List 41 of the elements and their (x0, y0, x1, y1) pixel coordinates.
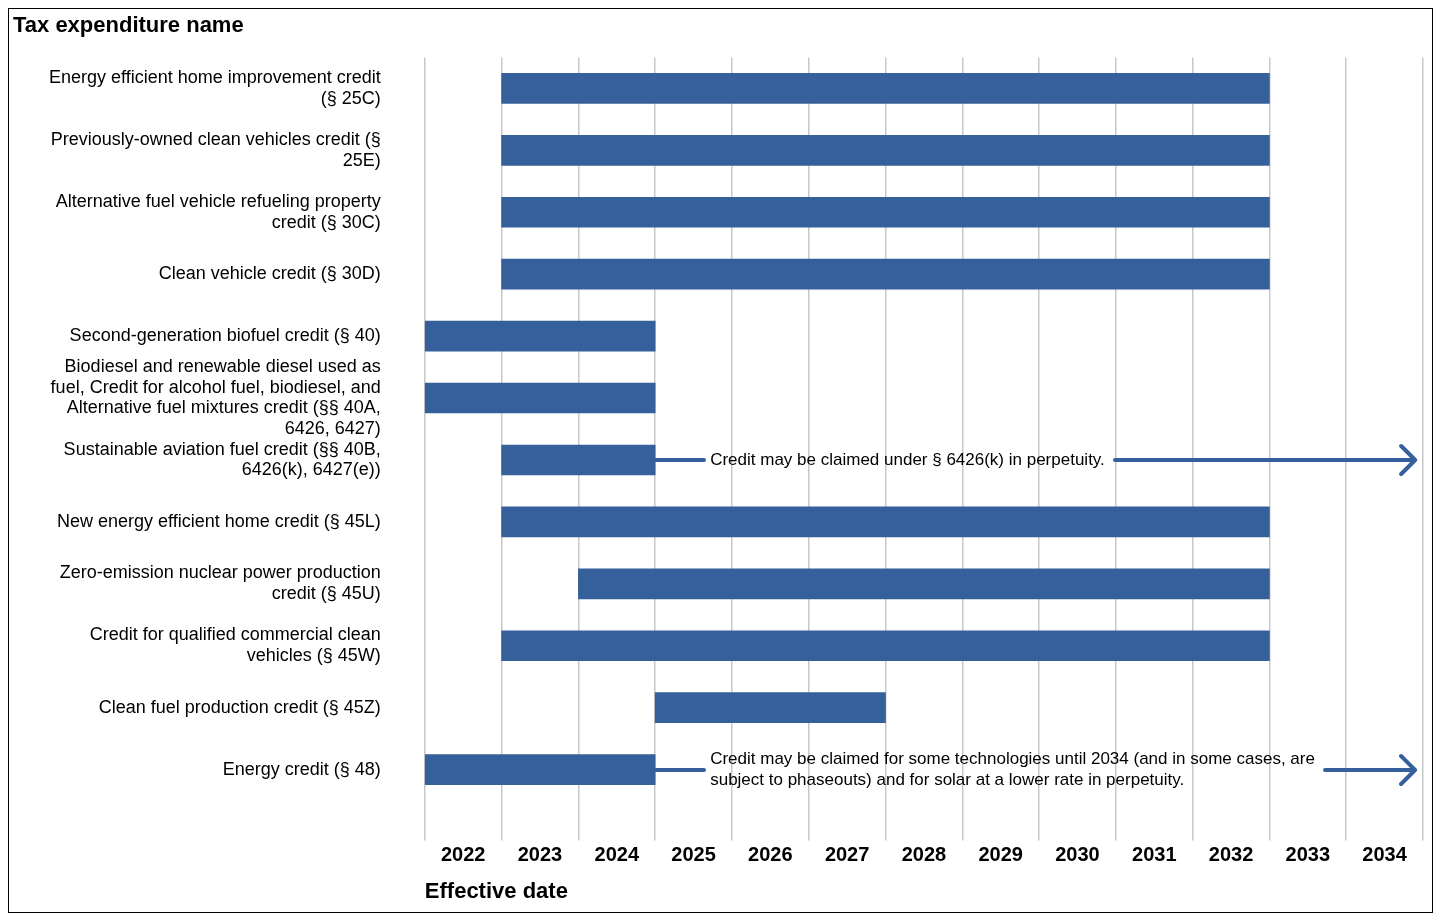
y-tick-label: Zero-emission nuclear power production credit (§ 45U) (59, 562, 381, 604)
x-tick-label: 2030 (1055, 843, 1100, 866)
x-tick-label: 2033 (1285, 843, 1331, 866)
bar (501, 73, 1270, 104)
bar (424, 382, 656, 414)
x-axis-title: Effective date (424, 877, 568, 903)
x-tick-label: 2026 (748, 843, 793, 866)
bar (578, 568, 1270, 600)
annotation: Credit may be claimed under § 6426(k) in perpetuity. (710, 449, 1105, 469)
bar (424, 754, 656, 785)
y-tick-label: New energy efficient home credit (§ 45L) (56, 510, 381, 531)
y-tick-label: Sustainable aviation fuel credit (§§ 40B, 6426(k), 6427(e)) (63, 438, 381, 480)
y-tick-label: Credit for qualified commercial clean vehicles (§ 45W) (89, 624, 381, 666)
y-tick-label: Clean fuel production credit (§ 45Z) (98, 696, 381, 717)
x-tick-label: 2023 (517, 843, 563, 866)
y-tick-label: Energy efficient home improvement credit (§ 25C) (48, 66, 381, 108)
y-tick-label: Second-generation biofuel credit (§ 40) (69, 325, 381, 346)
annotation: Credit may be claimed for some technologies until 2034 (and in some cases, are subject to phaseouts) and for solar at a lower rate in perpetuity. (710, 748, 1315, 789)
y-tick-label: Biodiesel and renewable diesel used as fuel, Credit for alcohol fuel, biodiesel, and Alternative fuel mixtures credit (§§ 40A, 6426, 6427) (50, 355, 381, 439)
x-tick-label: 2032 (1208, 843, 1254, 866)
y-tick-label: Clean vehicle credit (§ 30D) (158, 263, 381, 284)
x-tick-label: 2027 (824, 843, 870, 866)
x-tick-label: 2022 (440, 843, 486, 866)
x-tick-label: 2029 (978, 843, 1023, 866)
x-tick-label: 2024 (594, 843, 640, 866)
bar (501, 134, 1270, 166)
y-tick-label: Previously-owned clean vehicles credit (§ 25E) (50, 128, 381, 170)
bar (501, 506, 1270, 538)
x-tick-label: 2025 (671, 843, 716, 866)
x-tick-label: 2031 (1132, 843, 1177, 866)
bar (501, 630, 1270, 662)
bar (424, 320, 656, 352)
text: Tax expenditure name (13, 12, 244, 38)
bar (654, 692, 886, 724)
bar (501, 196, 1270, 228)
y-tick-label: Alternative fuel vehicle refueling property credit (§ 30C) (55, 190, 381, 232)
x-tick-label: 2028 (901, 843, 947, 866)
y-tick-label: Energy credit (§ 48) (222, 758, 381, 779)
bar (501, 444, 656, 476)
x-tick-label: 2034 (1362, 843, 1408, 866)
bar (501, 258, 1270, 290)
